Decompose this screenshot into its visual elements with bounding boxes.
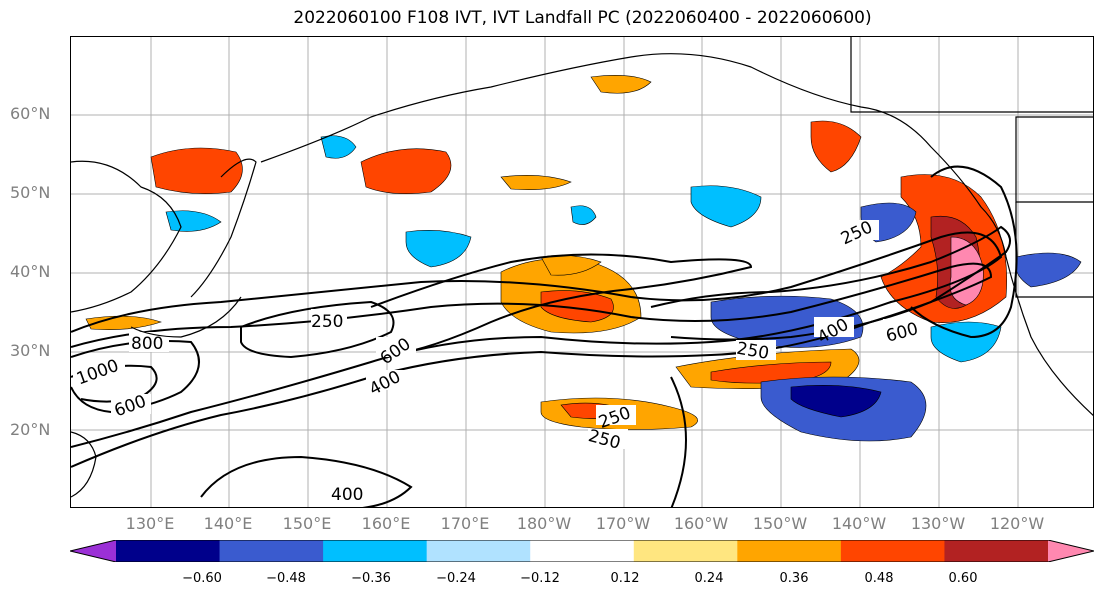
lat-label-20n: 20°N [10, 420, 51, 439]
colorbar-bin [633, 540, 738, 562]
pc-region [949, 236, 984, 306]
colorbar-tick: 0.36 [779, 571, 809, 586]
colorbar-tick: −0.24 [436, 571, 476, 586]
us-borders [1015, 202, 1093, 298]
ivt-contour-250-inner [240, 300, 395, 359]
asia-coast [71, 160, 182, 313]
pc-region [570, 205, 597, 225]
pc-region [320, 135, 357, 159]
colorbar-bin [426, 540, 531, 562]
ivt-contour-coast [910, 165, 1018, 339]
pc-region [165, 210, 222, 232]
colorbar [69, 539, 1095, 563]
lat-label-50n: 50°N [10, 183, 51, 202]
positive-pc-fills [85, 75, 1007, 430]
lon-label-160e: 160°E [361, 514, 411, 533]
ivt-contour-600 [370, 253, 753, 356]
lon-label-130e: 130°E [125, 514, 175, 533]
colorbar-extend-high [1048, 540, 1094, 562]
colorbar-tick: 0.60 [948, 571, 978, 586]
colorbar-bin [323, 540, 428, 562]
lon-label-150w: 150°W [752, 514, 808, 533]
lon-label-140e: 140°E [203, 514, 253, 533]
lon-label-140w: 140°W [831, 514, 887, 533]
lat-label-40n: 40°N [10, 262, 51, 281]
colorbar-tick: −0.36 [351, 571, 391, 586]
lat-label-60n: 60°N [10, 104, 51, 123]
pc-region [810, 120, 862, 173]
pc-region [500, 175, 572, 190]
colorbar-tick: −0.60 [182, 571, 222, 586]
lon-label-160w: 160°W [673, 514, 729, 533]
pc-region [930, 321, 1002, 363]
colorbar-extend-low [70, 540, 116, 562]
pc-region [790, 385, 882, 418]
pc-region [590, 75, 652, 94]
map-panel: 250 800 1000 600 600 400 250 250 400 250… [70, 36, 1094, 508]
colorbar-tick: −0.12 [520, 571, 560, 586]
colorbar-tick: 0.48 [864, 571, 894, 586]
pc-region [150, 147, 243, 194]
pc-region [360, 148, 452, 194]
map-svg: 250 800 1000 600 600 400 250 250 400 250… [71, 37, 1093, 507]
lon-label-130w: 130°W [910, 514, 966, 533]
colorbar-bin [737, 540, 842, 562]
ivt-contour-600-east [650, 225, 1011, 341]
canada-border [850, 37, 1093, 113]
negative-pc-fills [165, 135, 1082, 442]
philippines-coast [71, 431, 97, 498]
ivt-contour-400-south [200, 455, 413, 507]
ivt-contour-south-mid [670, 376, 687, 507]
lon-label-180w: 180°W [516, 514, 572, 533]
colorbar-tick: 0.24 [694, 571, 724, 586]
inland-borders [1015, 116, 1093, 203]
pc-region [405, 230, 472, 268]
japan-coast [130, 296, 242, 338]
pc-region [1015, 252, 1082, 288]
lon-label-120w: 120°W [989, 514, 1045, 533]
colorbar-tick: 0.12 [610, 571, 640, 586]
north-america-coast [260, 53, 1093, 416]
pc-region [690, 185, 762, 228]
colorbar-bin [219, 540, 324, 562]
colorbar-svg [69, 539, 1095, 563]
ivt-contour-250 [71, 231, 1003, 448]
colorbar-bin [530, 540, 635, 562]
plot-title: 2022060100 F108 IVT, IVT Landfall PC (20… [293, 8, 872, 28]
contour-label: 800 [131, 334, 163, 354]
coastlines [71, 37, 1093, 498]
lat-label-30n: 30°N [10, 341, 51, 360]
lon-label-170w: 170°W [595, 514, 651, 533]
colorbar-tick: −0.48 [266, 571, 306, 586]
colorbar-bin [840, 540, 945, 562]
kamchatka-japan [190, 158, 257, 298]
lon-label-150e: 150°E [282, 514, 332, 533]
contour-label: 250 [311, 312, 343, 332]
contour-label: 400 [331, 485, 363, 505]
colorbar-bin [944, 540, 1049, 562]
colorbar-bin [116, 540, 221, 562]
lon-label-170e: 170°E [440, 514, 490, 533]
